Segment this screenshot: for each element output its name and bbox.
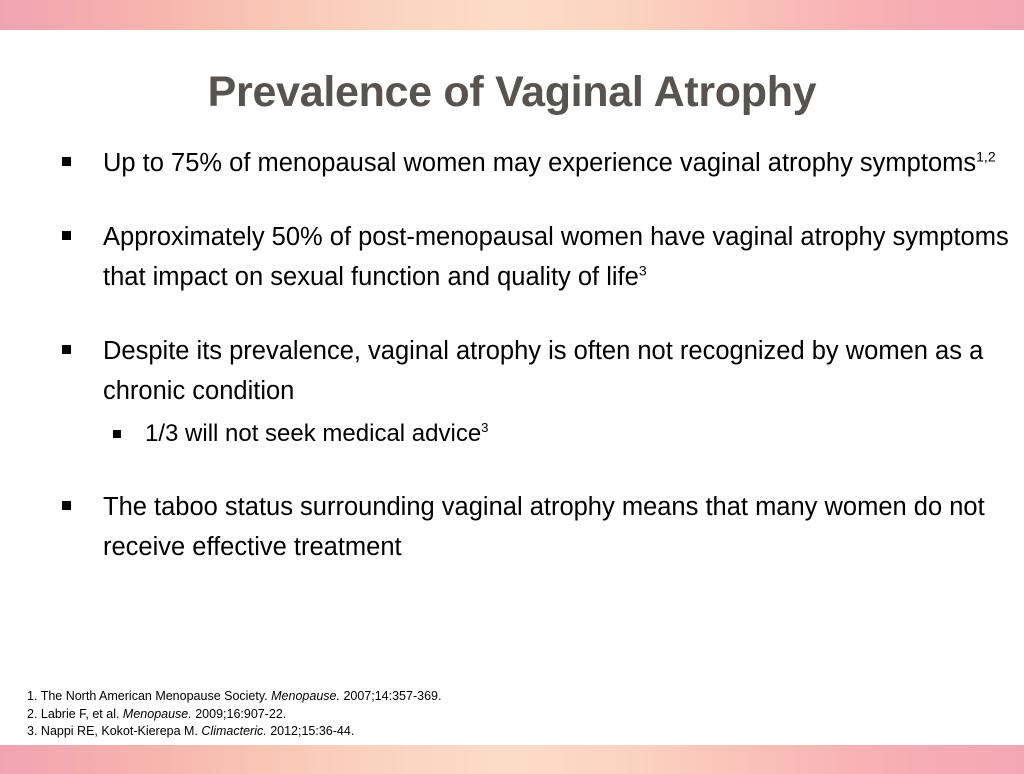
reference-authors: The North American Menopause Society.: [40, 689, 268, 703]
reference-item: 2. Labrie F, et al. Menopause. 2009;16:9…: [27, 706, 727, 724]
citation-superscript: 3: [638, 262, 647, 279]
reference-journal: Menopause.: [271, 689, 340, 703]
square-bullet-icon: [62, 501, 71, 510]
reference-citation: 2012;15:36-44.: [270, 724, 355, 738]
reference-item: 1. The North American Menopause Society.…: [27, 688, 727, 706]
bottom-decorative-band: [0, 745, 1024, 774]
reference-number: 3.: [27, 724, 38, 738]
bullet-text: The taboo status surrounding vaginal atr…: [103, 487, 1024, 567]
page-title: Prevalence of Vaginal Atrophy: [207, 68, 817, 116]
bullet-text-main: Up to 75% of menopausal women may experi…: [103, 149, 977, 177]
sub-bullet-text: 1/3 will not seek medical advice3: [145, 415, 1024, 453]
reference-number: 2.: [27, 706, 38, 721]
reference-item: 3. Nappi RE, Kokot-Kierepa M. Climacteri…: [27, 723, 727, 741]
reference-authors: Labrie F, et al.: [40, 706, 120, 721]
list-item: Approximately 50% of post-menopausal wom…: [0, 217, 1024, 297]
sub-bullet-text-main: 1/3 will not seek medical advice: [145, 420, 482, 447]
square-bullet-icon: [113, 430, 121, 438]
square-bullet-icon: [62, 157, 71, 166]
bullet-text: Despite its prevalence, vaginal atrophy …: [103, 331, 1024, 411]
bullet-text-main: The taboo status surrounding vaginal atr…: [103, 493, 985, 561]
square-bullet-icon: [62, 345, 71, 354]
reference-number: 1.: [27, 689, 38, 703]
citation-superscript: 1,2: [976, 148, 996, 165]
bullet-list: Up to 75% of menopausal women may experi…: [0, 143, 1024, 567]
reference-citation: 2009;16:907-22.: [195, 706, 287, 721]
slide-body: Up to 75% of menopausal women may experi…: [0, 143, 1024, 567]
top-decorative-band: [0, 0, 1024, 30]
reference-authors: Nappi RE, Kokot-Kierepa M.: [40, 724, 198, 738]
list-item: Despite its prevalence, vaginal atrophy …: [0, 331, 1024, 453]
sub-list-item: 1/3 will not seek medical advice3: [103, 415, 1024, 453]
bullet-text-main: Despite its prevalence, vaginal atrophy …: [103, 337, 984, 405]
bullet-text: Approximately 50% of post-menopausal wom…: [103, 217, 1024, 297]
bullet-text: Up to 75% of menopausal women may experi…: [103, 143, 1024, 183]
sub-bullet-list: 1/3 will not seek medical advice3: [103, 415, 1024, 453]
reference-journal: Climacteric.: [201, 724, 267, 738]
bullet-text-main: Approximately 50% of post-menopausal wom…: [103, 223, 1009, 291]
square-bullet-icon: [62, 231, 71, 240]
list-item: The taboo status surrounding vaginal atr…: [0, 487, 1024, 567]
citation-superscript: 3: [481, 420, 489, 435]
reference-journal: Menopause.: [122, 706, 192, 721]
references-block: 1. The North American Menopause Society.…: [27, 688, 727, 741]
reference-citation: 2007;14:357-369.: [343, 689, 442, 703]
list-item: Up to 75% of menopausal women may experi…: [0, 143, 1024, 183]
